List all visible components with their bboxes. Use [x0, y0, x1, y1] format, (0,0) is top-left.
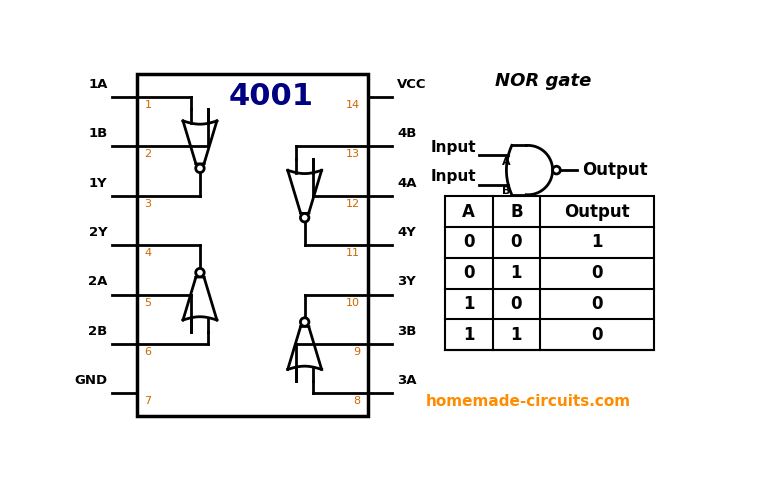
- Text: 1: 1: [463, 295, 474, 313]
- Text: 1: 1: [591, 233, 603, 251]
- Text: NOR gate: NOR gate: [495, 72, 591, 90]
- Circle shape: [196, 164, 204, 172]
- Text: 3B: 3B: [397, 325, 417, 338]
- Text: 2: 2: [144, 150, 152, 159]
- Text: 13: 13: [346, 150, 360, 159]
- Text: 1B: 1B: [88, 127, 108, 140]
- Text: 0: 0: [511, 295, 522, 313]
- Text: 1A: 1A: [88, 78, 108, 91]
- Text: 0: 0: [463, 264, 474, 282]
- Text: 0: 0: [463, 233, 474, 251]
- Circle shape: [553, 166, 560, 174]
- Text: A: A: [462, 203, 475, 221]
- Text: 2A: 2A: [88, 276, 108, 288]
- Text: 3A: 3A: [397, 374, 417, 387]
- Text: 1: 1: [511, 326, 522, 344]
- Text: 0: 0: [511, 233, 522, 251]
- Text: 3: 3: [144, 199, 152, 209]
- Text: 4001: 4001: [228, 82, 313, 112]
- Text: Output: Output: [582, 161, 647, 179]
- Bar: [445, 196, 654, 350]
- Circle shape: [301, 318, 309, 326]
- Text: 8: 8: [353, 396, 360, 407]
- Text: 7: 7: [144, 396, 152, 407]
- Text: 10: 10: [346, 298, 360, 308]
- Text: 14: 14: [346, 100, 360, 110]
- Text: 6: 6: [144, 347, 152, 357]
- Text: 9: 9: [353, 347, 360, 357]
- Text: A: A: [502, 157, 511, 167]
- Text: VCC: VCC: [397, 78, 427, 91]
- Text: 4: 4: [144, 248, 152, 258]
- Text: 0: 0: [591, 264, 603, 282]
- Text: 4Y: 4Y: [397, 226, 416, 239]
- Text: 0: 0: [591, 326, 603, 344]
- Bar: [137, 74, 368, 416]
- Text: 11: 11: [346, 248, 360, 258]
- Text: 1: 1: [144, 100, 152, 110]
- Text: GND: GND: [74, 374, 108, 387]
- Text: 12: 12: [346, 199, 360, 209]
- Text: 5: 5: [144, 298, 152, 308]
- Text: Input: Input: [431, 140, 477, 154]
- Circle shape: [301, 213, 309, 222]
- Text: 1: 1: [511, 264, 522, 282]
- Text: 4A: 4A: [397, 177, 417, 189]
- Text: 1: 1: [463, 326, 474, 344]
- Text: Output: Output: [565, 203, 630, 221]
- Circle shape: [196, 268, 204, 277]
- Text: B: B: [502, 187, 510, 196]
- Text: 1Y: 1Y: [89, 177, 108, 189]
- Text: homemade-circuits.com: homemade-circuits.com: [425, 393, 631, 409]
- Text: 3Y: 3Y: [397, 276, 416, 288]
- Text: Input: Input: [431, 169, 477, 184]
- Text: 0: 0: [591, 295, 603, 313]
- Text: B: B: [510, 203, 523, 221]
- Text: 2B: 2B: [88, 325, 108, 338]
- Text: 2Y: 2Y: [89, 226, 108, 239]
- Text: 4B: 4B: [397, 127, 417, 140]
